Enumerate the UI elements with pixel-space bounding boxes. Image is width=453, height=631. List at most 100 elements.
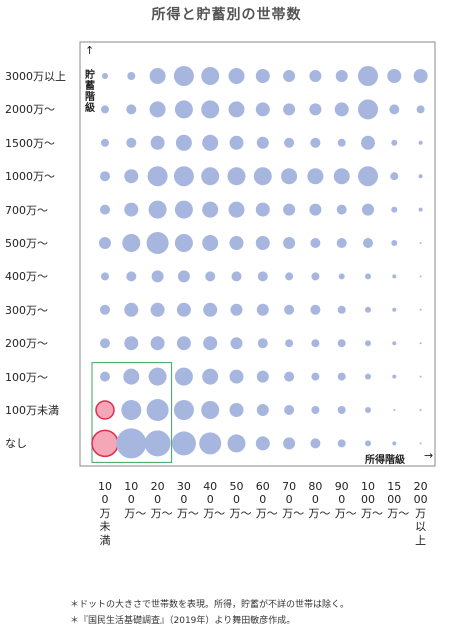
dot-2-11: [391, 139, 398, 146]
x-axis-arrow: →: [424, 449, 434, 462]
dot-6-9: [338, 273, 345, 280]
dot-1-12: [416, 105, 425, 114]
dot-4-11: [391, 206, 398, 213]
dot-0-3: [173, 66, 194, 86]
dot-10-5: [229, 403, 244, 417]
dot-10-12: [419, 409, 422, 411]
dot-11-4: [199, 432, 222, 455]
dot-11-1: [116, 428, 147, 459]
dot-7-9: [337, 305, 346, 314]
dot-4-4: [202, 201, 219, 218]
dot-7-7: [284, 304, 295, 315]
note-dot-size: ＊ドットの大きさで世帯数を表現。所得，貯蓄が不詳の世帯は除く。: [70, 600, 350, 610]
dot-0-0: [102, 73, 108, 79]
dot-4-9: [336, 204, 347, 215]
dot-3-12: [418, 174, 423, 179]
dot-9-0: [100, 371, 110, 382]
y-tick-label: 1000万〜: [5, 170, 55, 184]
x-axis-label: 所得階級: [365, 455, 405, 466]
dot-8-1: [124, 336, 139, 351]
y-tick-label: 3000万以上: [5, 70, 66, 83]
y-tick-label: 500万〜: [5, 237, 48, 250]
dot-0-11: [387, 69, 402, 83]
dot-3-2: [147, 166, 168, 187]
dot-3-8: [307, 168, 324, 185]
dot-5-4: [202, 235, 219, 251]
dot-5-8: [310, 238, 321, 248]
dot-4-8: [309, 203, 322, 216]
dot-8-10: [365, 340, 371, 347]
dot-10-8: [311, 406, 320, 414]
dot-2-4: [202, 134, 219, 151]
dot-7-11: [392, 307, 397, 312]
dot-0-4: [201, 67, 220, 85]
dot-5-2: [146, 232, 169, 254]
dot-8-7: [285, 339, 294, 348]
dot-1-3: [174, 100, 193, 119]
dot-11-10: [365, 440, 371, 447]
dot-11-11: [392, 441, 397, 446]
dot-9-11: [392, 374, 397, 379]
dot-11-5: [227, 434, 246, 453]
dot-1-9: [334, 102, 349, 117]
dot-10-3: [173, 400, 194, 420]
dot-3-1: [124, 169, 139, 184]
dot-2-3: [175, 134, 192, 151]
dot-7-4: [203, 302, 218, 317]
dot-6-1: [126, 271, 137, 282]
dot-0-1: [127, 72, 136, 80]
dot-5-0: [99, 237, 111, 249]
dot-1-1: [126, 104, 137, 115]
dot-5-7: [283, 237, 296, 249]
dot-4-1: [124, 202, 139, 217]
dot-0-7: [283, 70, 296, 82]
x-tick-label: 2000万以上: [413, 480, 428, 547]
dot-6-0: [101, 272, 109, 281]
dot-9-12: [419, 375, 422, 378]
x-tick-label: 100万未満: [98, 480, 112, 547]
dot-11-7: [283, 437, 296, 450]
dot-0-2: [149, 68, 166, 84]
dot-9-3: [174, 367, 193, 386]
dot-4-5: [228, 201, 245, 218]
dot-1-10: [358, 99, 378, 120]
y-tick-label: 2000万〜: [5, 103, 55, 117]
dot-9-4: [202, 368, 219, 385]
plot-frame: [79, 41, 436, 467]
dot-10-9: [337, 406, 346, 414]
dot-1-7: [283, 103, 296, 116]
x-tick-label: 100万〜: [124, 480, 147, 520]
dot-8-12: [419, 342, 422, 345]
dot-8-3: [176, 336, 191, 351]
dot-10-4: [201, 401, 220, 419]
dot-6-2: [151, 270, 164, 283]
dot-2-12: [418, 140, 423, 145]
dot-5-11: [391, 240, 398, 246]
x-tick-label: 700万〜: [282, 480, 305, 520]
dot-5-6: [255, 236, 270, 250]
dot-7-12: [419, 308, 422, 311]
dot-3-9: [333, 168, 350, 185]
y-tick-label: 100万未満: [5, 404, 59, 417]
dot-4-7: [283, 203, 296, 216]
dot-5-3: [174, 234, 193, 252]
dot-7-1: [124, 302, 139, 317]
dot-5-9: [336, 238, 347, 248]
dot-9-7: [284, 371, 295, 382]
dot-4-0: [100, 204, 110, 215]
dot-10-11: [393, 409, 396, 411]
x-tick-label: 200万〜: [150, 480, 173, 520]
dot-3-6: [253, 167, 272, 186]
x-tick-label: 800万〜: [308, 480, 331, 520]
dot-6-11: [392, 274, 397, 279]
dot-7-2: [150, 302, 165, 317]
dot-1-6: [255, 102, 270, 117]
dot-7-6: [256, 303, 269, 316]
dot-2-8: [310, 137, 321, 148]
x-tick-label: 400万〜: [203, 480, 226, 520]
dot-2-1: [126, 137, 137, 148]
dot-11-3: [171, 431, 196, 456]
dot-5-5: [229, 236, 244, 250]
x-tick-label: 500万〜: [229, 480, 252, 520]
dot-0-6: [255, 69, 270, 83]
